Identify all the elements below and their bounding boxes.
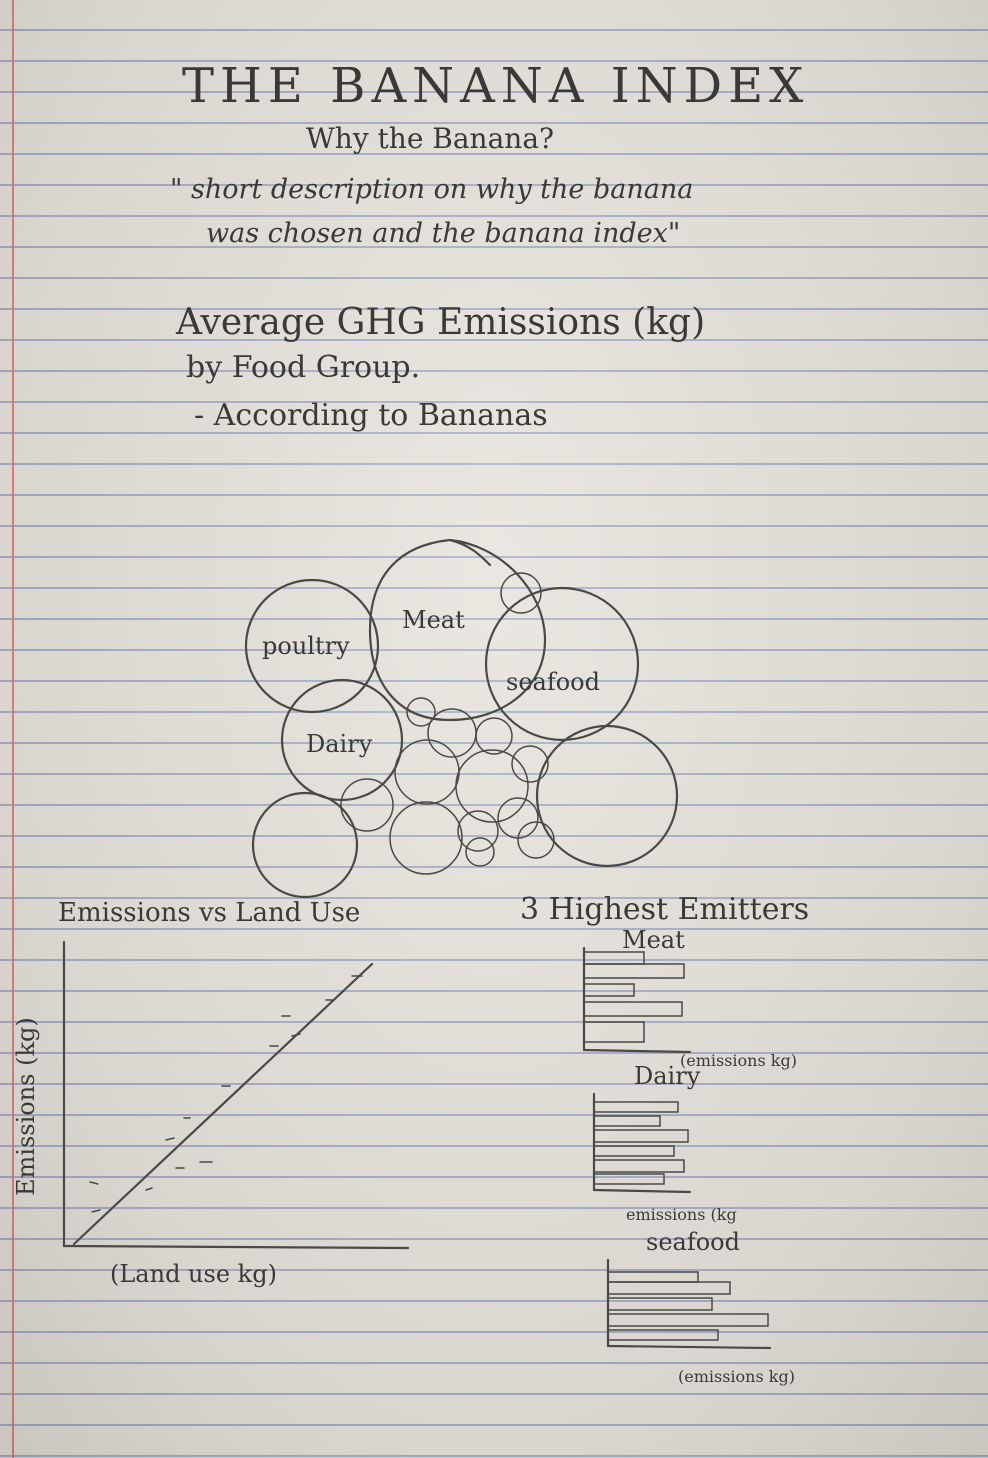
page-title: THE BANANA INDEX: [182, 58, 810, 114]
margin-line: [12, 0, 14, 1458]
scatter-x-axis: [62, 1244, 410, 1250]
bubble-small: [497, 797, 539, 839]
bubble-title-line-3: - According to Bananas: [194, 398, 548, 433]
bubble-title-line-2: by Food Group.: [186, 350, 421, 385]
scatter-title: Emissions vs Land Use: [58, 898, 361, 928]
page-subtitle: Why the Banana?: [306, 122, 555, 155]
bubble-small: [457, 810, 499, 852]
bars-meat: Meat (emissions kg): [582, 926, 797, 1070]
scatter-sketch: (Land use kg) Emissions (kg): [12, 940, 410, 1288]
bubble-small: [500, 572, 542, 614]
bars-seafood-title: seafood: [646, 1228, 740, 1256]
bubble-poultry: [244, 578, 380, 714]
bubble-label-dairy: Dairy: [306, 730, 373, 758]
bubble-large-left: [251, 791, 359, 899]
scatter-y-label: Emissions (kg): [12, 1017, 40, 1196]
bars-title: 3 Highest Emitters: [520, 892, 810, 927]
bubble-large-right: [535, 724, 679, 868]
description-line-1: " short description on why the banana: [170, 174, 694, 205]
description-line-2: was chosen and the banana index": [206, 218, 681, 249]
bubble-small: [455, 749, 529, 823]
bars-seafood: seafood (emissions kg): [606, 1228, 795, 1386]
scatter-points: [89, 975, 363, 1213]
bubble-small: [427, 708, 477, 758]
bubble-title-line-1: Average GHG Emissions (kg): [176, 302, 706, 343]
bubble-small: [406, 697, 436, 727]
bubble-small: [394, 739, 460, 805]
bars-meat-title: Meat: [622, 926, 685, 954]
bars-dairy: Dairy emissions (kg: [592, 1062, 737, 1224]
bubble-small: [475, 717, 513, 755]
bubble-label-poultry: poultry: [262, 632, 350, 660]
bubble-small: [465, 837, 495, 867]
bars-seafood-xlabel: (emissions kg): [678, 1367, 795, 1386]
bars-dairy-xlabel: emissions (kg: [626, 1205, 737, 1224]
bubble-small: [340, 778, 394, 832]
bars-meat-xlabel: (emissions kg): [680, 1051, 797, 1070]
bubble-small: [511, 745, 549, 783]
bubble-label-meat: Meat: [402, 606, 465, 634]
bubble-seafood: [484, 586, 640, 742]
bubble-label-seafood: seafood: [506, 668, 600, 696]
scatter-x-label: (Land use kg): [110, 1260, 277, 1288]
bubble-cluster: poultry Meat seafood Dairy: [244, 538, 679, 899]
bars-dairy-title: Dairy: [634, 1062, 701, 1090]
bubble-small: [389, 801, 463, 875]
scatter-trend-line: [72, 962, 374, 1246]
bubble-small: [517, 821, 555, 859]
